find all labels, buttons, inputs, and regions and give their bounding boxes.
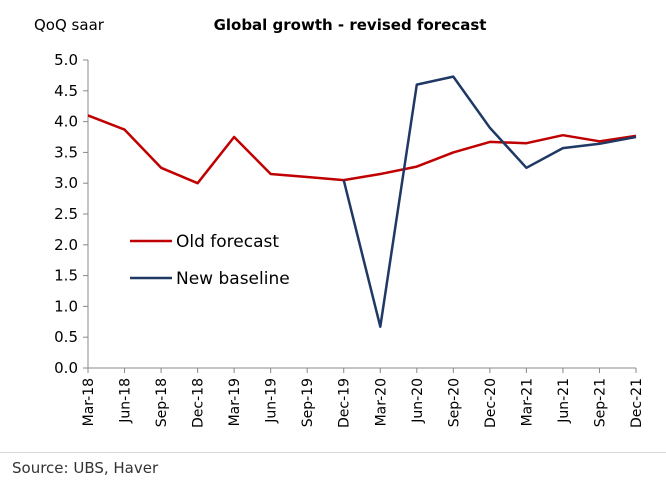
legend-label: Old forecast bbox=[176, 232, 279, 252]
y-tick-label: 1.0 bbox=[54, 297, 78, 315]
y-tick-label: 5.0 bbox=[54, 51, 78, 69]
y-tick-label: 3.5 bbox=[54, 143, 78, 161]
series-line-new-baseline bbox=[342, 75, 637, 328]
chart-title: Global growth - revised forecast bbox=[214, 16, 487, 34]
x-tick-label: Mar-18 bbox=[81, 378, 97, 426]
x-tick-label: Dec-18 bbox=[191, 378, 207, 428]
x-tick-label: Dec-19 bbox=[337, 378, 353, 428]
y-tick-label: 0.0 bbox=[54, 359, 78, 377]
series-lines bbox=[87, 75, 637, 328]
x-tick-label: Mar-21 bbox=[519, 378, 535, 426]
x-tick-label: Sep-20 bbox=[446, 378, 462, 427]
y-tick-label: 4.0 bbox=[54, 113, 78, 131]
y-axis-unit-label: QoQ saar bbox=[34, 16, 105, 34]
x-tick-label: Jun-21 bbox=[556, 378, 572, 424]
x-tick-label: Dec-21 bbox=[629, 378, 645, 428]
y-tick-label: 2.0 bbox=[54, 236, 78, 254]
legend: Old forecast New baseline bbox=[130, 232, 290, 289]
y-tick-label: 4.5 bbox=[54, 82, 78, 100]
x-tick-label: Jun-19 bbox=[264, 378, 280, 424]
y-tick-label: 3.0 bbox=[54, 174, 78, 192]
footer-divider bbox=[0, 452, 666, 453]
axes bbox=[87, 60, 636, 369]
y-tick-label: 0.5 bbox=[54, 328, 78, 346]
y-tick-label: 1.5 bbox=[54, 267, 78, 285]
x-tick-label: Sep-18 bbox=[154, 378, 170, 427]
y-axis-ticks: 0.0 0.5 1.0 1.5 2.0 2.5 3.0 3.5 4.0 4.5 5.0 bbox=[54, 51, 88, 377]
y-tick-label: 2.5 bbox=[54, 205, 78, 223]
x-tick-label: Sep-21 bbox=[592, 378, 608, 427]
x-tick-label: Mar-20 bbox=[373, 378, 389, 426]
x-tick-label: Sep-19 bbox=[300, 378, 316, 427]
source-note: Source: UBS, Haver bbox=[12, 459, 159, 477]
legend-label: New baseline bbox=[176, 269, 290, 289]
x-tick-label: Jun-20 bbox=[410, 378, 426, 424]
x-tick-label: Mar-19 bbox=[227, 378, 243, 426]
series-line-old-forecast bbox=[87, 114, 637, 185]
line-chart: Global growth - revised forecast QoQ saa… bbox=[34, 16, 645, 428]
x-tick-label: Dec-20 bbox=[483, 378, 499, 428]
x-tick-label: Jun-18 bbox=[118, 378, 134, 424]
x-axis-ticks: Mar-18 Jun-18 Sep-18 Dec-18 Mar-19 Jun-19 Sep-… bbox=[81, 368, 645, 428]
